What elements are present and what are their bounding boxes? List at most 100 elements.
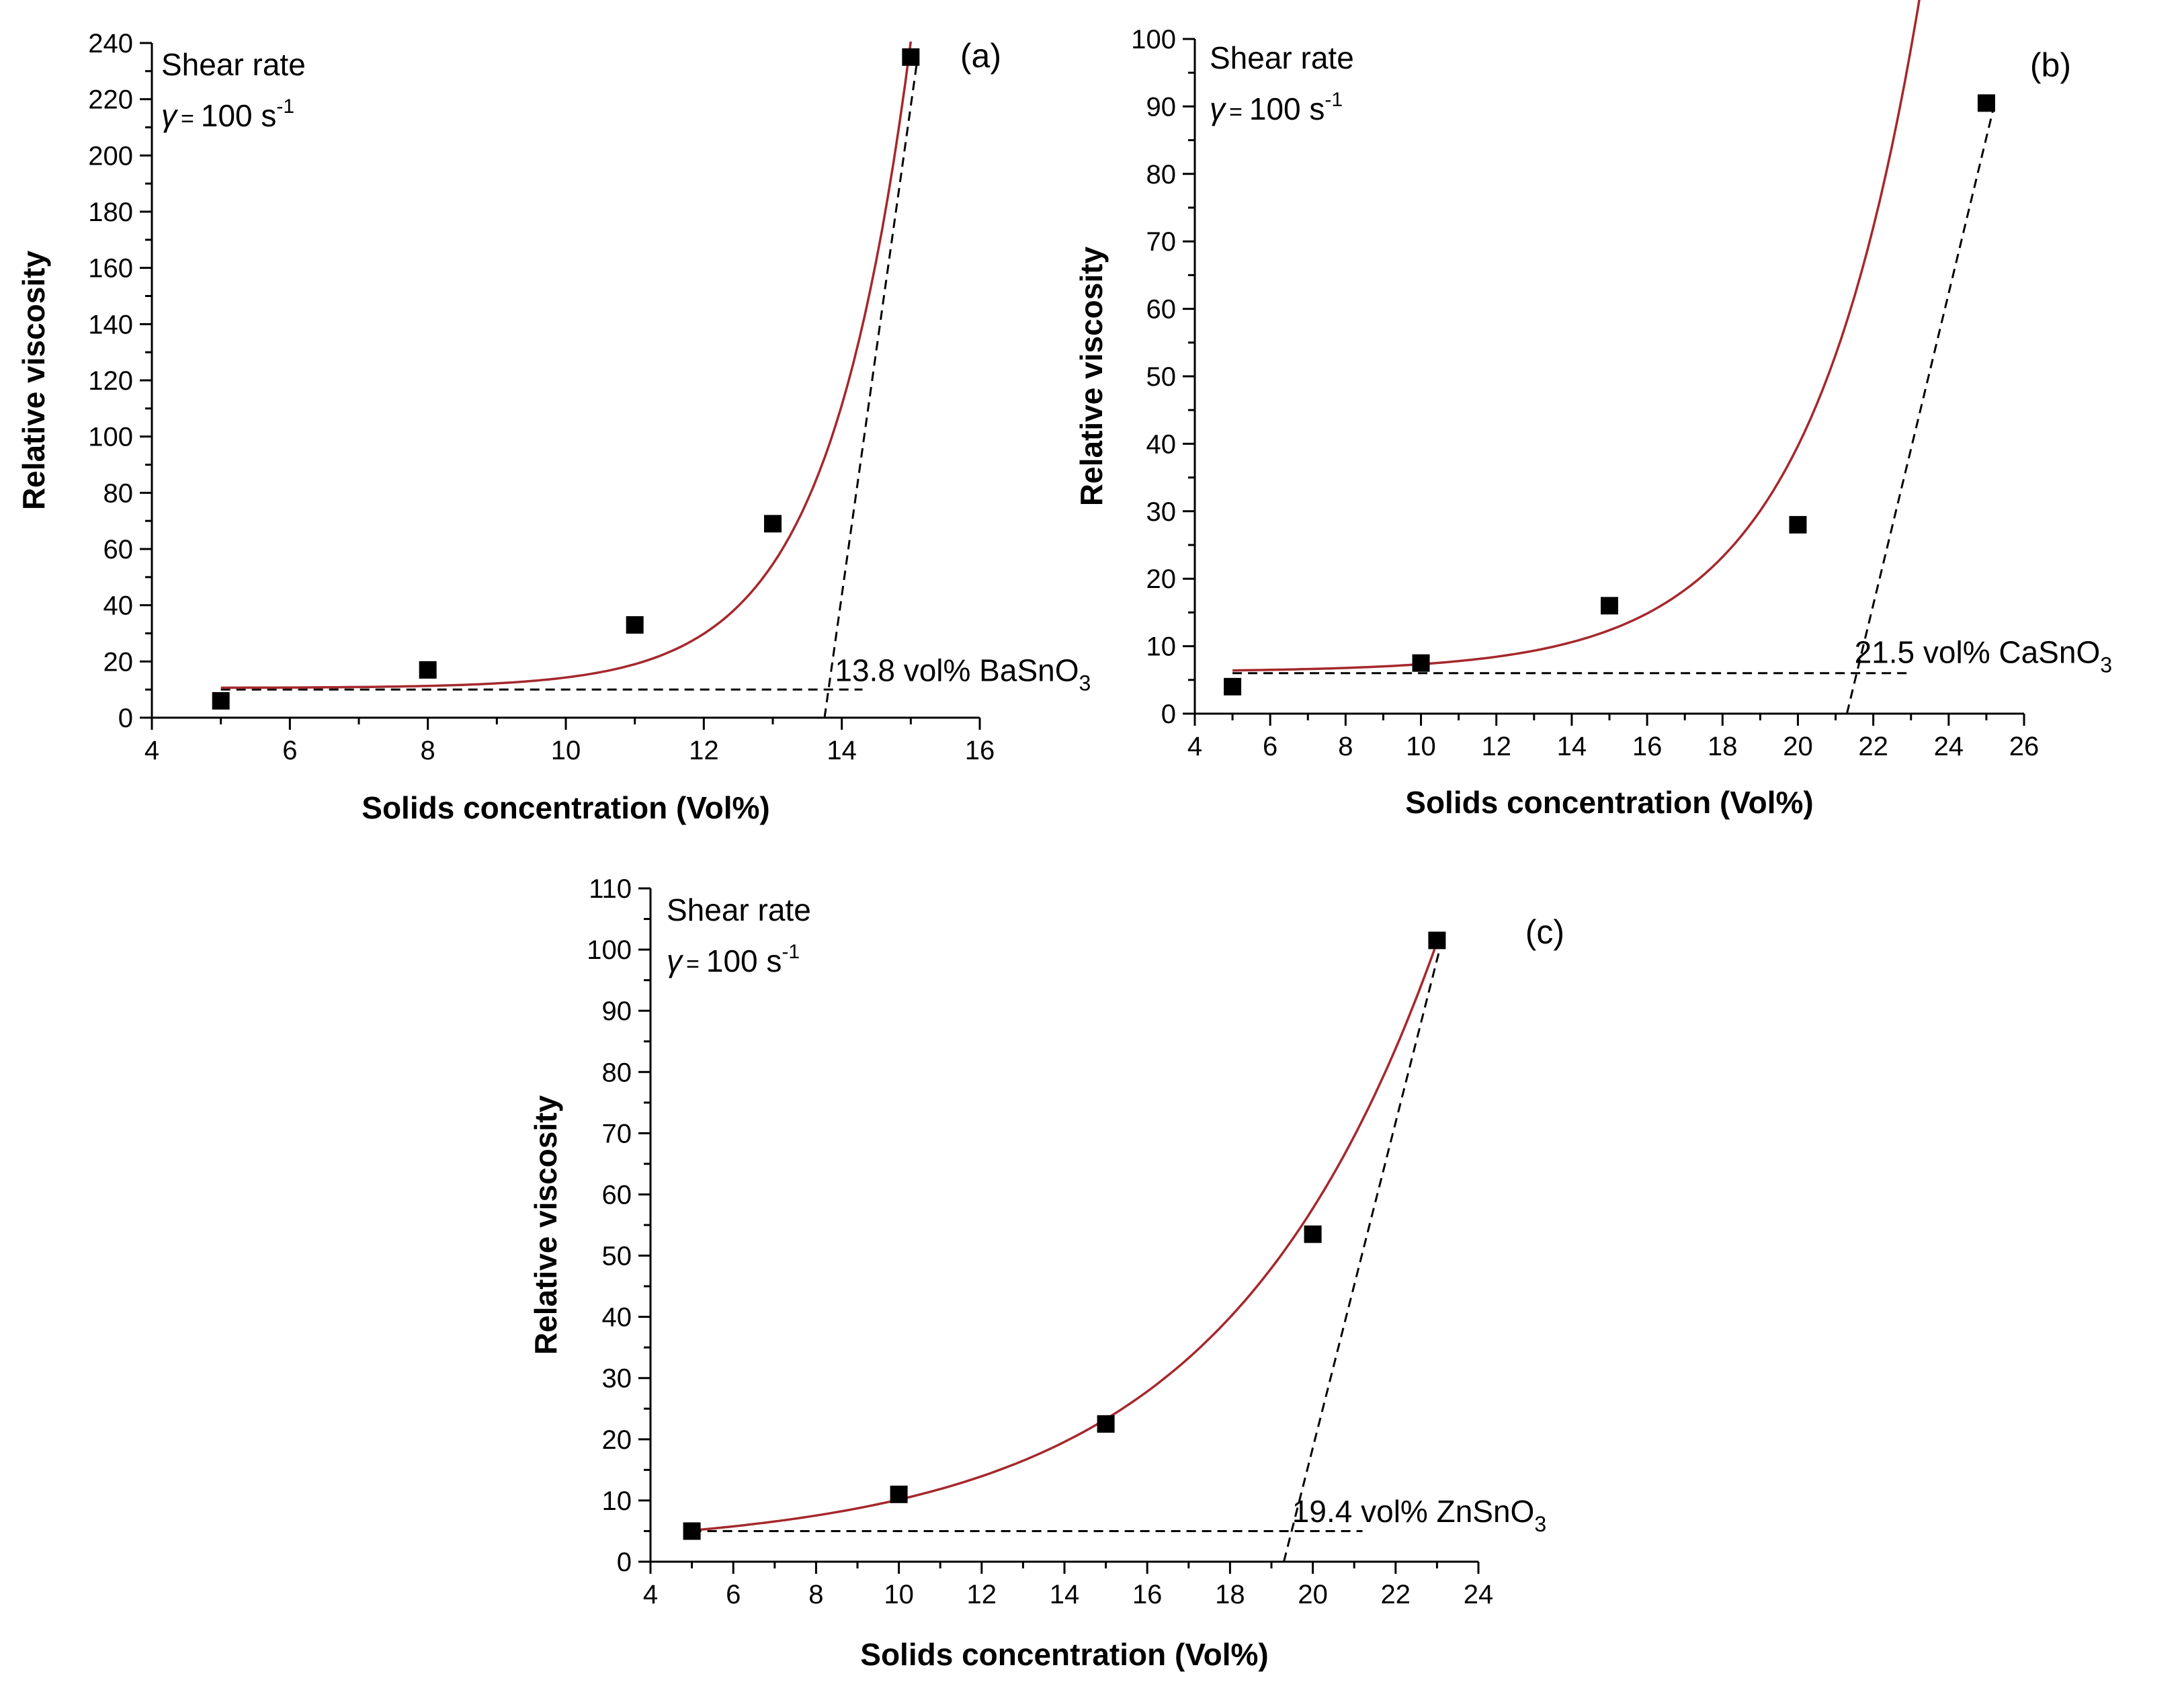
data-point-marker	[1304, 1225, 1322, 1243]
y-tick-label: 50	[602, 1242, 632, 1271]
y-tick-label: 90	[602, 997, 632, 1026]
panel-label: (b)	[2030, 46, 2071, 84]
x-tick-label: 18	[1215, 1580, 1245, 1609]
x-tick-label: 14	[1050, 1580, 1080, 1609]
x-tick-label: 14	[1557, 732, 1587, 761]
shear-rate-value: γ = 100 s-1	[667, 941, 800, 978]
data-point-marker	[1224, 677, 1242, 696]
gamma-symbol: γ	[161, 98, 179, 133]
tangent-dashed-line	[1845, 106, 1995, 714]
intercept-annotation: 13.8 vol% BaSnO3	[835, 653, 1091, 696]
x-tick-label: 10	[551, 736, 581, 765]
y-tick-label: 240	[88, 29, 133, 58]
y-tick-label: 200	[88, 141, 133, 171]
y-tick-label: 100	[88, 423, 133, 452]
annotation-text: 19.4 vol% ZnSnO	[1292, 1494, 1535, 1529]
tangent-dashed-line	[823, 56, 919, 718]
y-tick-label: 40	[602, 1303, 632, 1333]
data-point-marker	[1601, 597, 1618, 615]
y-tick-label: 80	[602, 1058, 632, 1087]
y-tick-label: 70	[602, 1119, 632, 1148]
y-tick-label: 20	[103, 647, 134, 677]
y-tick-label: 10	[602, 1486, 632, 1516]
x-tick-label: 18	[1708, 732, 1738, 761]
x-tick-label: 8	[1338, 732, 1353, 761]
x-tick-label: 22	[1858, 732, 1888, 761]
shear-rate-label: Shear rate	[667, 892, 811, 927]
y-axis-title: Relative viscosity	[1074, 247, 1109, 507]
x-tick-label: 4	[1187, 732, 1202, 761]
annotation-subscript: 3	[2100, 653, 2112, 677]
x-tick-label: 6	[726, 1580, 741, 1609]
y-tick-label: 110	[589, 874, 632, 904]
exponential-fit-curve	[220, 41, 913, 689]
shear-rate-number: 100 s	[1249, 91, 1325, 126]
shear-rate-exponent: -1	[1325, 89, 1343, 111]
x-tick-label: 4	[643, 1580, 658, 1609]
x-tick-label: 16	[965, 736, 995, 765]
intercept-annotation: 21.5 vol% CaSnO3	[1855, 635, 2112, 677]
y-tick-label: 50	[1146, 362, 1177, 392]
x-axis-title: Solids concentration (Vol%)	[1405, 785, 1813, 820]
y-axis-title: Relative viscosity	[528, 1095, 563, 1355]
panel-label: (a)	[960, 37, 1001, 75]
shear-rate-value: γ = 100 s-1	[1210, 89, 1343, 126]
y-tick-label: 160	[88, 254, 133, 284]
y-tick-label: 10	[1146, 632, 1177, 662]
data-point-marker	[212, 691, 230, 710]
x-tick-label: 8	[808, 1580, 823, 1609]
x-tick-label: 26	[2009, 732, 2040, 761]
x-tick-label: 12	[689, 736, 719, 765]
data-point-marker	[1977, 94, 1995, 112]
x-tick-label: 10	[884, 1580, 914, 1609]
gamma-symbol: γ	[1210, 91, 1227, 126]
x-tick-label: 10	[1406, 732, 1436, 761]
x-tick-label: 24	[1464, 1580, 1494, 1609]
data-point-marker	[1412, 654, 1430, 672]
equals-sign: =	[1229, 99, 1243, 125]
y-tick-label: 80	[103, 478, 134, 508]
panel-b: 4 6 8 10 12 14 16 18 20 22 24 26 0 10 20 30 40 50 60 70 80 90…	[1074, 0, 2112, 820]
x-tick-label: 14	[827, 736, 857, 765]
y-tick-label: 0	[617, 1548, 632, 1577]
panel-a: 4 6 8 10 12 14 1602040608010012014016018020022…	[16, 29, 1091, 825]
x-tick-label: 12	[1481, 732, 1511, 761]
data-point-marker	[683, 1522, 701, 1540]
y-tick-label: 60	[103, 535, 134, 564]
x-tick-label: 6	[282, 736, 297, 765]
x-axis-title: Solids concentration (Vol%)	[362, 790, 769, 825]
data-point-marker	[626, 616, 644, 634]
data-point-marker	[764, 515, 782, 533]
annotation-subscript: 3	[1534, 1512, 1546, 1536]
y-tick-label: 100	[587, 935, 632, 965]
annotation-text: 13.8 vol% BaSnO	[835, 653, 1079, 688]
data-point-marker	[1097, 1415, 1115, 1433]
x-tick-label: 20	[1298, 1580, 1328, 1609]
shear-rate-value: γ = 100 s-1	[161, 95, 294, 133]
gamma-symbol: γ	[667, 943, 684, 978]
y-tick-label: 30	[1146, 497, 1177, 527]
shear-rate-number: 100 s	[706, 943, 782, 978]
y-tick-label: 20	[602, 1425, 632, 1455]
y-tick-label: 40	[1146, 429, 1177, 459]
panel-c: 4 6 8 10 12 14 16 18 20 22 24 0 10 20 30 40 50 60 70 80 90 10…	[528, 874, 1564, 1672]
y-tick-label: 30	[602, 1364, 632, 1394]
x-tick-label: 8	[421, 736, 435, 765]
y-tick-label: 60	[1146, 295, 1177, 325]
y-tick-label: 120	[88, 366, 133, 396]
data-point-marker	[890, 1485, 908, 1503]
x-tick-label: 20	[1783, 732, 1813, 761]
y-tick-label: 20	[1146, 564, 1177, 594]
y-tick-label: 70	[1146, 227, 1177, 257]
x-tick-label: 16	[1132, 1580, 1163, 1609]
equals-sign: =	[686, 952, 700, 977]
y-axis-title: Relative viscosity	[16, 251, 51, 511]
y-tick-label: 0	[1161, 700, 1176, 729]
x-axis-title: Solids concentration (Vol%)	[860, 1637, 1268, 1672]
x-tick-label: 12	[967, 1580, 997, 1609]
x-tick-label: 24	[1934, 732, 1964, 761]
y-tick-label: 40	[103, 591, 134, 621]
x-tick-label: 16	[1632, 732, 1663, 761]
exponential-fit-curve	[691, 941, 1439, 1532]
